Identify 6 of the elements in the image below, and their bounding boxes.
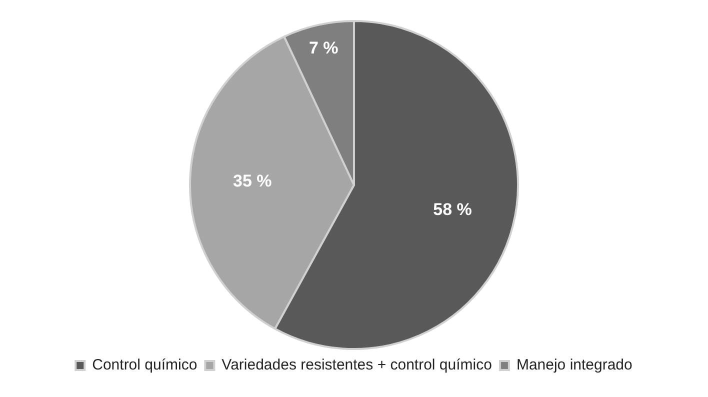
legend-label: Manejo integrado bbox=[516, 356, 632, 374]
legend-label: Variedades resistentes + control químico bbox=[222, 356, 492, 374]
data-label: 35 % bbox=[232, 171, 272, 190]
data-label: 58 % bbox=[433, 200, 472, 219]
legend-label: Control químico bbox=[92, 356, 198, 374]
data-label: 7 % bbox=[308, 38, 338, 58]
